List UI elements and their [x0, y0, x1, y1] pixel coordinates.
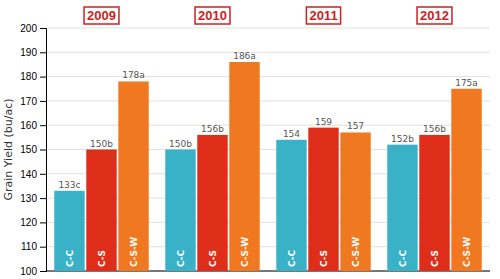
bar — [86, 150, 116, 272]
tick-mark — [40, 222, 46, 223]
chart: 100 110 120 130 140 150 160 170 180 190 200 Grain Y… — [0, 0, 500, 279]
series-label: C-S-W — [240, 237, 250, 267]
tick: 130 — [20, 193, 46, 204]
bars — [54, 62, 481, 271]
tick-label: 190 — [20, 47, 37, 58]
bar — [165, 150, 195, 272]
tick: 150 — [20, 144, 46, 155]
tick-mark — [40, 52, 46, 53]
data-label: 156b — [423, 124, 446, 134]
tick-label: 180 — [20, 71, 37, 82]
bar — [308, 128, 338, 271]
tick: 2011 — [306, 7, 340, 24]
label-box — [306, 7, 340, 24]
series-label: C-S-W — [462, 237, 472, 267]
tick: 140 — [20, 169, 46, 180]
series-label: C-S — [208, 250, 218, 267]
label-box — [84, 7, 119, 24]
series-label: C-C — [287, 249, 297, 267]
label-box — [417, 7, 452, 24]
tick: 120 — [20, 217, 46, 228]
tick-label: 170 — [20, 96, 37, 107]
axis-title: Grain Yield (bu/ac) — [2, 98, 15, 200]
tick: 200 — [20, 23, 46, 34]
series-label: C-S — [430, 250, 440, 267]
tick-mark — [40, 28, 46, 29]
tick-label: 2012 — [420, 8, 449, 23]
axis-line — [40, 29, 47, 272]
tick: 100 — [20, 266, 46, 277]
tick-label: 2009 — [87, 8, 116, 23]
y-axis: 100 110 120 130 140 150 160 170 180 190 200 — [20, 23, 46, 277]
tick: 2012 — [417, 7, 452, 24]
series-label: C-C — [176, 249, 186, 267]
tick-label: 110 — [21, 241, 37, 252]
labels: 133c C-C 150b C-C 154 C-C 152b C-C 150b C-S 156b C-… — [58, 51, 477, 267]
tick-mark — [40, 174, 46, 175]
data-label: 156b — [201, 124, 224, 134]
tick-label: 100 — [20, 266, 37, 277]
plot: 100 110 120 130 140 150 160 170 180 190 200 Grain Y… — [2, 7, 490, 277]
bar — [340, 132, 370, 271]
bar — [118, 81, 148, 271]
bar — [419, 135, 449, 271]
tick-label: 130 — [20, 193, 37, 204]
tick: 160 — [20, 120, 46, 131]
data-label: 175a — [455, 78, 478, 88]
data-label: 154 — [283, 129, 300, 139]
grid-line — [46, 76, 490, 77]
tick-label: 140 — [20, 169, 37, 180]
series-label: C-C — [65, 249, 75, 267]
tick: 190 — [20, 47, 46, 58]
grid-line — [46, 100, 490, 101]
grid-line — [46, 28, 490, 29]
data-label: 150b — [90, 139, 113, 149]
bar — [387, 145, 417, 271]
tick: 2009 — [84, 7, 119, 24]
data-label: 157 — [347, 121, 364, 131]
series-label: C-S-W — [129, 237, 139, 267]
tick-mark — [40, 247, 46, 248]
tick-label: 2011 — [309, 8, 337, 23]
data-label: 152b — [391, 134, 414, 144]
data-label: 133c — [58, 180, 80, 190]
label-box — [195, 7, 230, 24]
data-label: 178a — [122, 70, 145, 80]
tick-label: 120 — [20, 217, 37, 228]
series-label: C-S — [319, 250, 329, 267]
tick: 180 — [20, 71, 46, 82]
series-label: C-S — [97, 250, 107, 267]
bar — [276, 140, 306, 271]
data-label: 159 — [315, 117, 332, 127]
series-label: C-C — [398, 249, 408, 267]
bar — [54, 191, 84, 271]
bar — [197, 135, 227, 271]
tick-mark — [40, 77, 46, 78]
tick-label: 150 — [20, 144, 37, 155]
tick: 110 — [21, 241, 46, 252]
tick-mark — [40, 271, 46, 272]
data-label: 150b — [169, 139, 192, 149]
grid-line — [46, 52, 490, 53]
tick-mark — [40, 101, 46, 102]
tick: 2010 — [195, 7, 230, 24]
tick-label: 160 — [20, 120, 37, 131]
tick-mark — [40, 125, 46, 126]
tick-mark — [40, 198, 46, 199]
bar — [451, 89, 481, 271]
x-axis: 2009 2010 2011 2012 — [84, 7, 452, 24]
bar — [229, 62, 259, 271]
data-label: 186a — [233, 51, 256, 61]
grid — [46, 28, 490, 271]
tick: 170 — [20, 96, 46, 107]
tick-label: 2010 — [198, 8, 227, 23]
tick-label: 200 — [20, 23, 37, 34]
series-label: C-S-W — [351, 237, 361, 267]
tick-mark — [40, 150, 46, 151]
